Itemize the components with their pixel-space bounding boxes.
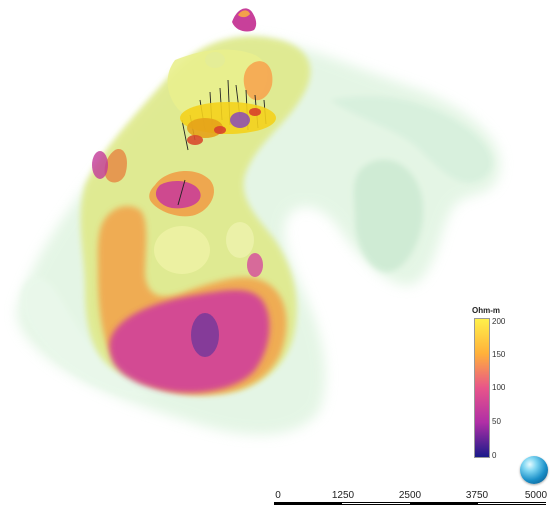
drillhole-samples [180, 102, 276, 145]
colorbar-title: Ohm-m [472, 306, 500, 315]
colorbar-tick: 100 [492, 383, 506, 392]
scale-segment [342, 502, 410, 505]
inner-holes [154, 52, 254, 274]
scale-segment [478, 502, 546, 505]
scale-label: 5000 [524, 490, 548, 501]
colorbar-tick: 0 [492, 451, 497, 460]
scale-label: 2500 [398, 490, 422, 501]
colorbar-tick: 50 [492, 417, 501, 426]
colorbar-tick: 150 [492, 350, 506, 359]
colorbar-tick: 200 [492, 317, 506, 326]
magenta-anomaly [92, 151, 270, 393]
orientation-sphere-icon[interactable] [520, 456, 548, 484]
scale-label: 3750 [465, 490, 489, 501]
scale-segment [410, 502, 478, 505]
scale-bar: 0 1250 2500 3750 5000 [274, 490, 548, 510]
scale-label: 1250 [331, 490, 355, 501]
top-peak [232, 8, 257, 32]
scale-segment [274, 502, 342, 505]
colorbar [474, 318, 490, 458]
scale-label: 0 [275, 490, 281, 501]
